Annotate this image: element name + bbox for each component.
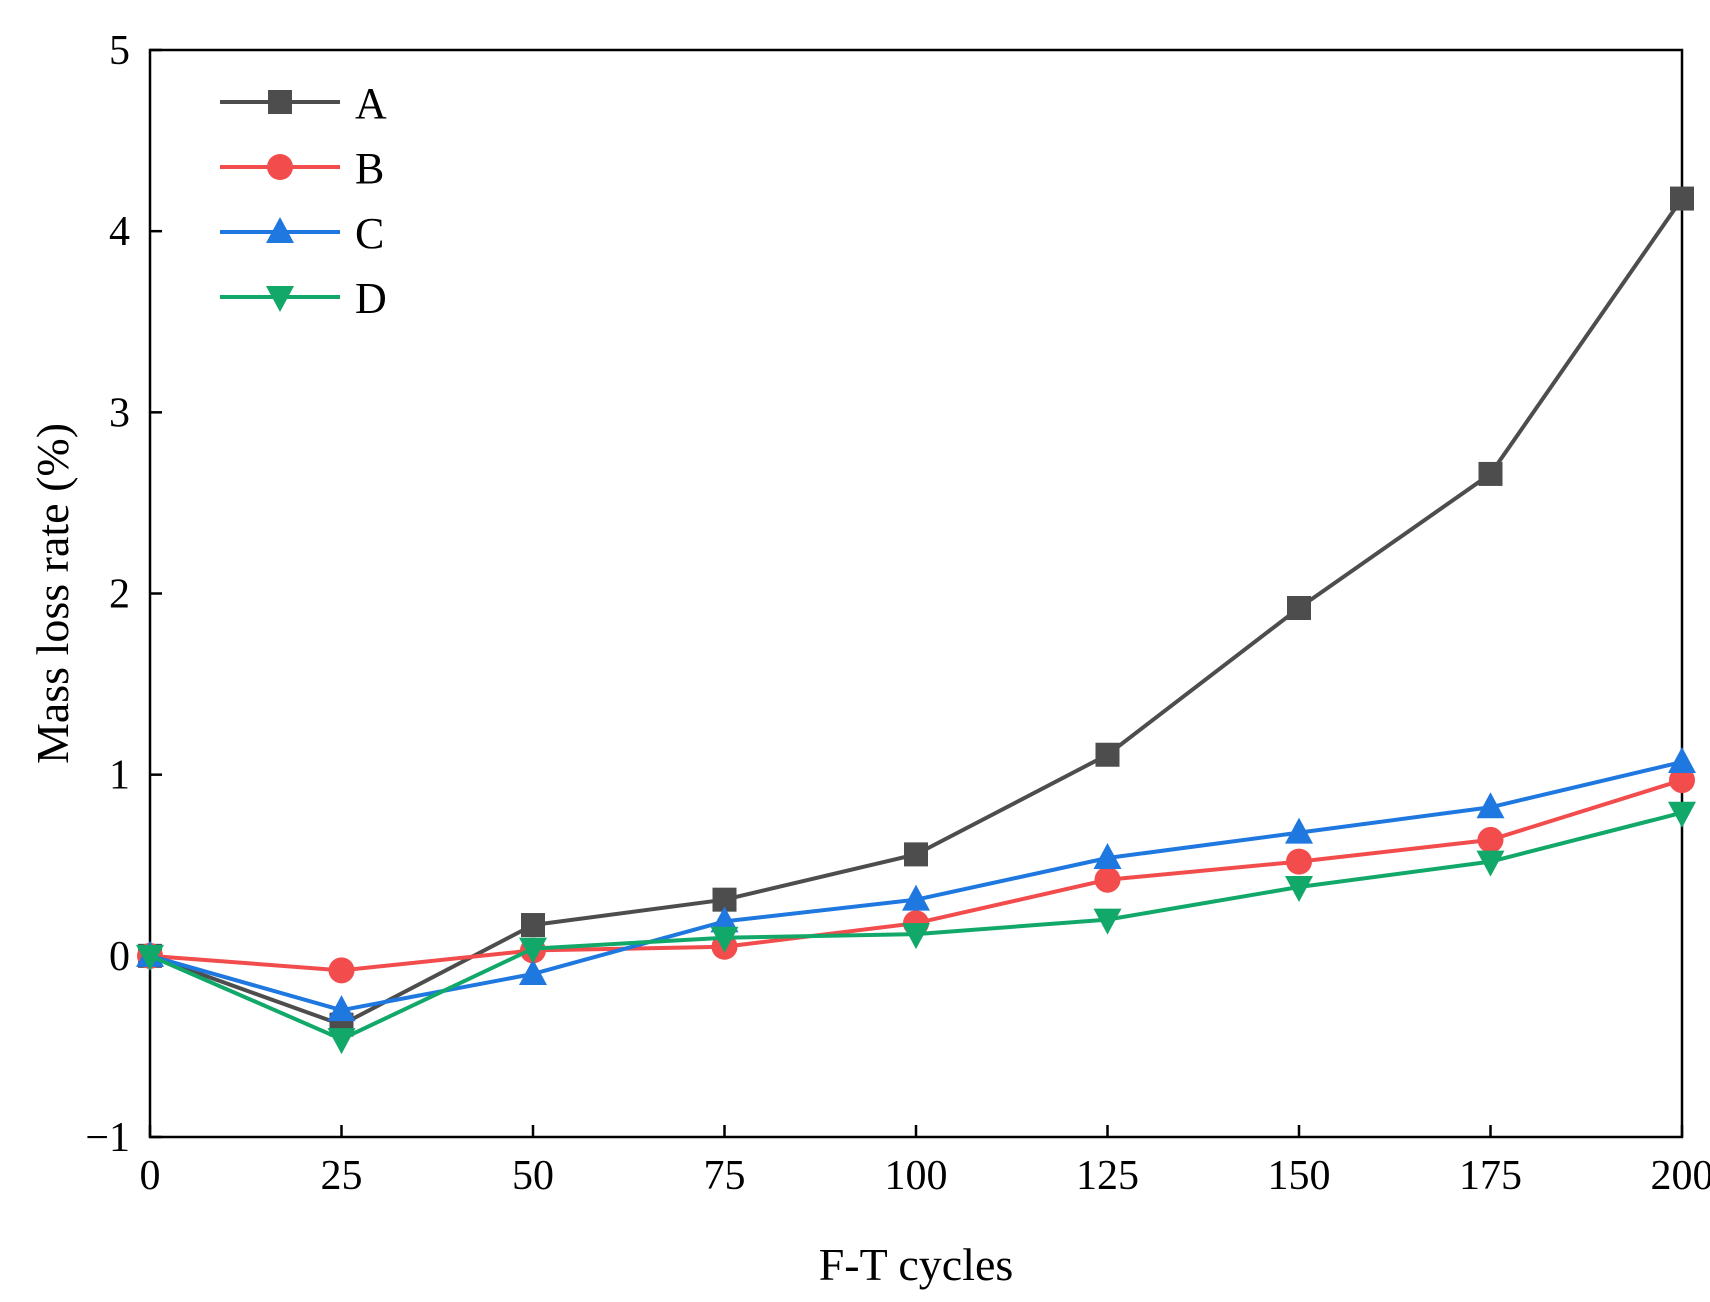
legend-marker-B xyxy=(267,154,293,180)
legend-marker-D xyxy=(266,286,294,312)
series-B xyxy=(137,767,1695,984)
legend-label-C: C xyxy=(355,209,384,258)
x-tick-label: 125 xyxy=(1076,1153,1139,1199)
x-axis-title: F-T cycles xyxy=(819,1239,1014,1290)
data-point-A xyxy=(1670,186,1694,211)
legend-label-A: A xyxy=(355,79,387,128)
data-point-D xyxy=(1093,908,1122,935)
data-point-A xyxy=(904,842,928,867)
data-point-D xyxy=(1668,801,1696,828)
data-point-C xyxy=(327,995,356,1022)
data-point-B xyxy=(1094,866,1121,893)
x-tick-label: 50 xyxy=(512,1153,554,1199)
legend-item-C: C xyxy=(220,209,384,258)
x-tick-label: 200 xyxy=(1651,1153,1710,1199)
data-point-D xyxy=(710,926,739,953)
x-tick-label: 75 xyxy=(704,1153,746,1199)
series-D xyxy=(136,801,1696,1055)
legend-label-B: B xyxy=(355,144,384,193)
y-tick-label: 4 xyxy=(109,209,130,255)
data-point-C xyxy=(1476,792,1505,819)
data-point-C xyxy=(710,906,739,933)
series-C xyxy=(136,746,1696,1022)
data-point-D xyxy=(519,937,547,964)
x-tick-label: 150 xyxy=(1268,1153,1331,1199)
data-point-D xyxy=(136,944,164,971)
y-tick-label: 2 xyxy=(109,572,130,618)
data-point-C xyxy=(1668,746,1696,773)
data-point-A xyxy=(1478,461,1503,486)
legend-marker-C xyxy=(266,217,294,243)
legend-marker-A xyxy=(268,90,292,114)
data-point-C xyxy=(519,958,547,985)
x-tick-label: 100 xyxy=(885,1153,948,1199)
y-tick-label: −1 xyxy=(85,1115,130,1161)
legend-label-D: D xyxy=(355,274,387,323)
y-tick-label: 1 xyxy=(109,753,130,799)
data-point-A xyxy=(1095,742,1120,767)
x-tick-label: 25 xyxy=(321,1153,363,1199)
data-point-C xyxy=(1093,843,1122,870)
y-tick-label: 0 xyxy=(109,934,130,980)
data-point-D xyxy=(327,1028,356,1055)
data-point-B xyxy=(1669,767,1695,794)
data-point-C xyxy=(902,884,930,911)
data-point-B xyxy=(1477,826,1504,853)
data-point-D xyxy=(902,923,930,950)
data-point-C xyxy=(1285,817,1313,844)
data-point-D xyxy=(1285,875,1313,902)
x-tick-label: 175 xyxy=(1459,1153,1522,1199)
x-tick-label: 0 xyxy=(140,1153,161,1199)
legend-item-B: B xyxy=(220,144,384,193)
legend-item-A: A xyxy=(220,79,387,128)
y-tick-label: 5 xyxy=(109,28,130,74)
y-tick-label: 3 xyxy=(109,390,130,436)
data-point-A xyxy=(1287,595,1311,620)
series-layer xyxy=(136,186,1696,1055)
series-A xyxy=(138,186,1694,1037)
data-point-D xyxy=(1476,850,1505,877)
data-point-B xyxy=(328,957,355,984)
data-point-B xyxy=(1286,848,1312,875)
y-axis-title: Mass loss rate (%) xyxy=(27,423,78,764)
data-point-A xyxy=(521,913,545,938)
legend-item-D: D xyxy=(220,274,387,323)
